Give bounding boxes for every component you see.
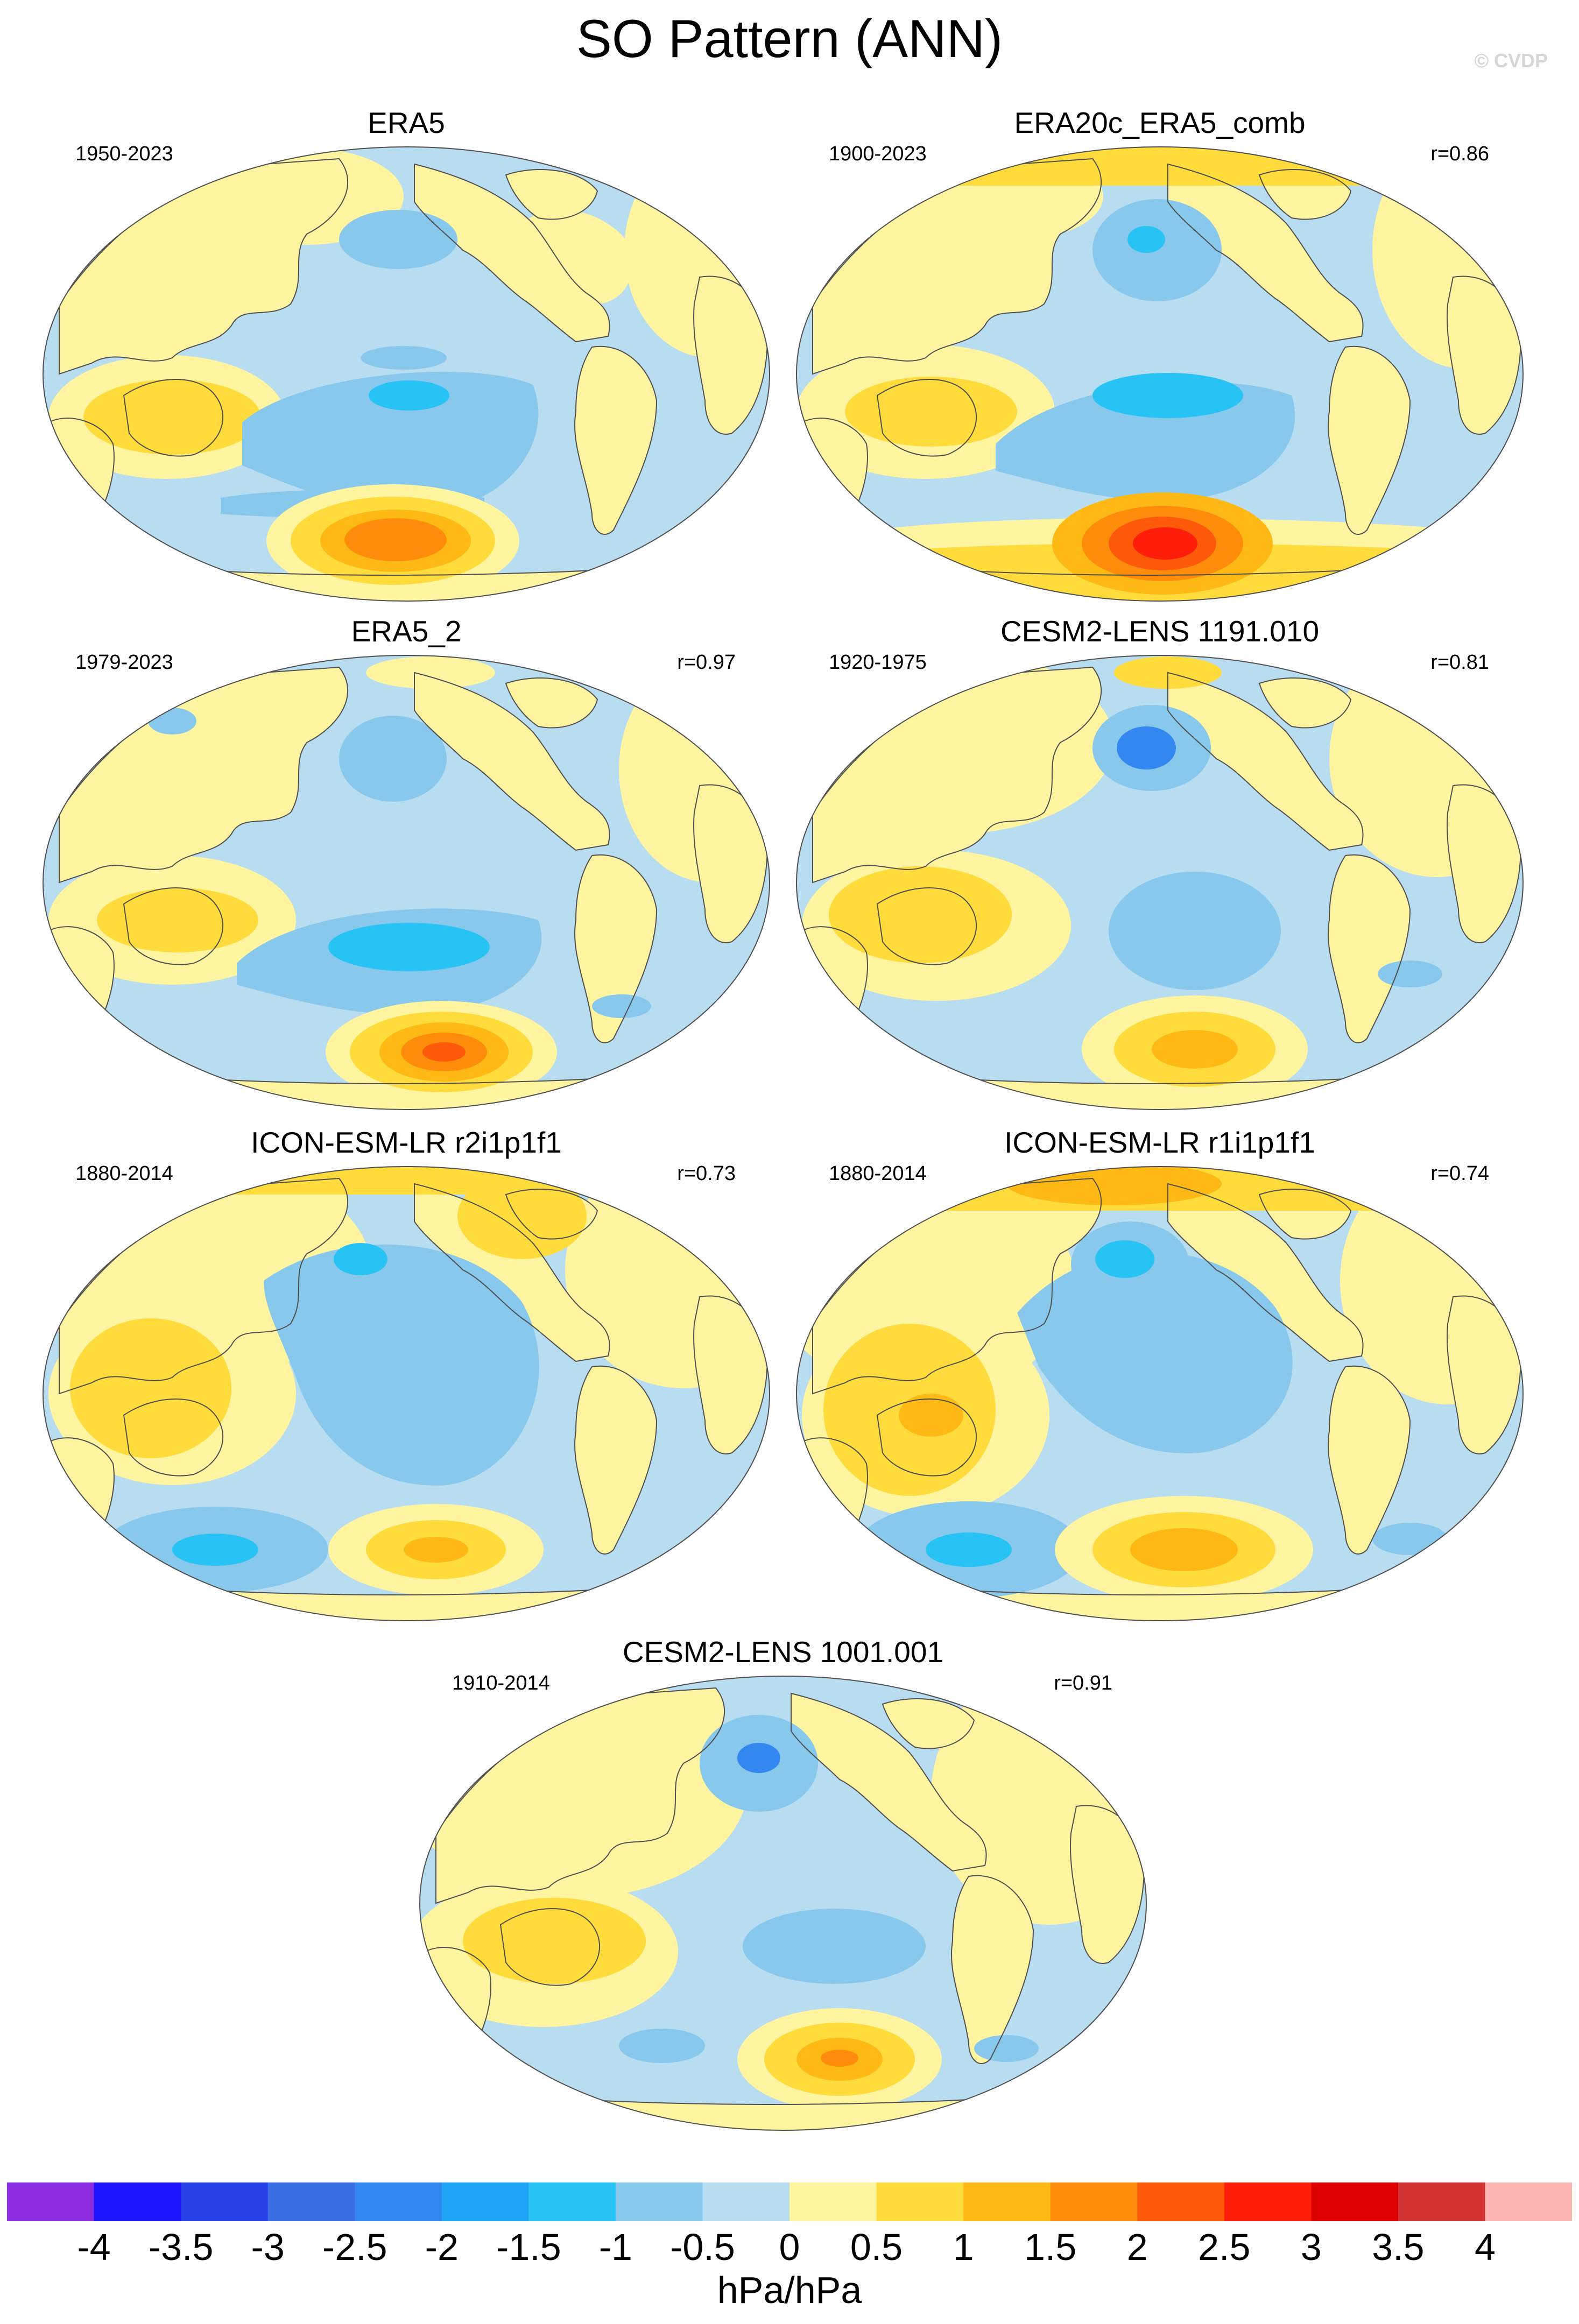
panel-title: CESM2-LENS 1191.010 — [1000, 614, 1320, 648]
colorbar-tick-label: 1.5 — [1024, 2226, 1077, 2268]
colorbar-swatch — [963, 2182, 1051, 2221]
projection-map — [43, 1166, 770, 1621]
projection-map — [796, 1166, 1524, 1621]
colorbar-swatch — [528, 2182, 616, 2221]
panel-correlation: r=0.74 — [1430, 1162, 1489, 1185]
colorbar-swatch — [94, 2182, 181, 2221]
projection-map — [419, 1676, 1147, 2131]
panel-years: 1950-2023 — [75, 143, 173, 165]
map-panel-icon-r1: ICON-ESM-LR r1i1p1f1 1880-2014 r=0.74 — [783, 1125, 1536, 1636]
projection-map — [796, 655, 1524, 1110]
colorbar-tick-label: 3.5 — [1372, 2226, 1425, 2268]
colorbar-tick-label: 2.5 — [1198, 2226, 1251, 2268]
panel-years: 1979-2023 — [75, 651, 173, 674]
panel-correlation: r=0.91 — [1054, 1672, 1112, 1694]
projection-map — [796, 146, 1524, 602]
colorbar-tick-label: -4 — [77, 2226, 111, 2268]
panel-title: ERA5 — [368, 106, 445, 139]
colorbar-swatch — [1050, 2182, 1138, 2221]
colorbar-swatch — [1311, 2182, 1399, 2221]
panel-correlation: r=0.81 — [1430, 651, 1489, 674]
colorbar-swatch — [1224, 2182, 1312, 2221]
panel-correlation: r=0.97 — [677, 651, 736, 674]
panel-years: 1900-2023 — [829, 143, 927, 165]
map-panel-cesm-1001: CESM2-LENS 1001.001 1910-2014 r=0.91 — [406, 1634, 1160, 2145]
map-panel-icon-r2: ICON-ESM-LR r2i1p1f1 1880-2014 r=0.73 — [30, 1125, 783, 1636]
colorbar-tick-label: -3 — [251, 2226, 285, 2268]
colorbar-swatch — [1485, 2182, 1572, 2221]
colorbar-swatch — [7, 2182, 95, 2221]
panel-title: ICON-ESM-LR r2i1p1f1 — [251, 1126, 562, 1159]
colorbar-swatch — [441, 2182, 529, 2221]
figure-title: SO Pattern (ANN) — [576, 9, 1003, 68]
panel-correlation: r=0.73 — [677, 1162, 736, 1185]
panel-title: CESM2-LENS 1001.001 — [622, 1635, 944, 1669]
colorbar-swatch — [615, 2182, 703, 2221]
cvdp-watermark: © CVDP — [1474, 50, 1548, 72]
panel-years: 1910-2014 — [452, 1672, 550, 1694]
panel-years: 1920-1975 — [829, 651, 927, 674]
colorbar-tick-label: 2 — [1126, 2226, 1148, 2268]
colorbar-swatch — [876, 2182, 964, 2221]
panel-title: ICON-ESM-LR r1i1p1f1 — [1004, 1126, 1315, 1159]
colorbar-tick-label: -0.5 — [670, 2226, 735, 2268]
colorbar-units: hPa/hPa — [717, 2269, 862, 2311]
panel-years: 1880-2014 — [75, 1162, 173, 1185]
map-panel-era20c: ERA20c_ERA5_comb 1900-2023 r=0.86 — [783, 105, 1536, 616]
colorbar-tick-label: 3 — [1300, 2226, 1322, 2268]
colorbar-tick-label: 0.5 — [850, 2226, 903, 2268]
colorbar-swatch — [702, 2182, 790, 2221]
colorbar-swatch — [790, 2182, 877, 2221]
colorbar-tick-label: 4 — [1474, 2226, 1496, 2268]
projection-map — [43, 146, 770, 602]
colorbar-tick-label: 1 — [953, 2226, 974, 2268]
colorbar-swatch — [181, 2182, 269, 2221]
map-panel-era5: ERA5 1950-2023 — [30, 105, 783, 616]
colorbar-tick-label: -2 — [425, 2226, 459, 2268]
colorbar-tick-label: -1.5 — [496, 2226, 561, 2268]
map-panel-cesm-1191: CESM2-LENS 1191.010 1920-1975 r=0.81 — [783, 613, 1536, 1125]
colorbar-tick-label: -2.5 — [322, 2226, 387, 2268]
colorbar-swatch — [1398, 2182, 1485, 2221]
colorbar-swatch — [1137, 2182, 1225, 2221]
colorbar-tick-label: 0 — [779, 2226, 800, 2268]
map-panel-era5-2: ERA5_2 1979-2023 r=0.97 — [30, 613, 783, 1125]
panel-title: ERA5_2 — [351, 614, 462, 648]
panel-correlation: r=0.86 — [1430, 143, 1489, 165]
colorbar-swatch — [355, 2182, 442, 2221]
colorbar-swatch — [267, 2182, 355, 2221]
panel-title: ERA20c_ERA5_comb — [1014, 106, 1306, 139]
colorbar-tick-label: -3.5 — [148, 2226, 214, 2268]
colorbar — [7, 2182, 1572, 2221]
colorbar-tick-label: -1 — [598, 2226, 632, 2268]
projection-map — [43, 655, 770, 1110]
panel-years: 1880-2014 — [829, 1162, 927, 1185]
